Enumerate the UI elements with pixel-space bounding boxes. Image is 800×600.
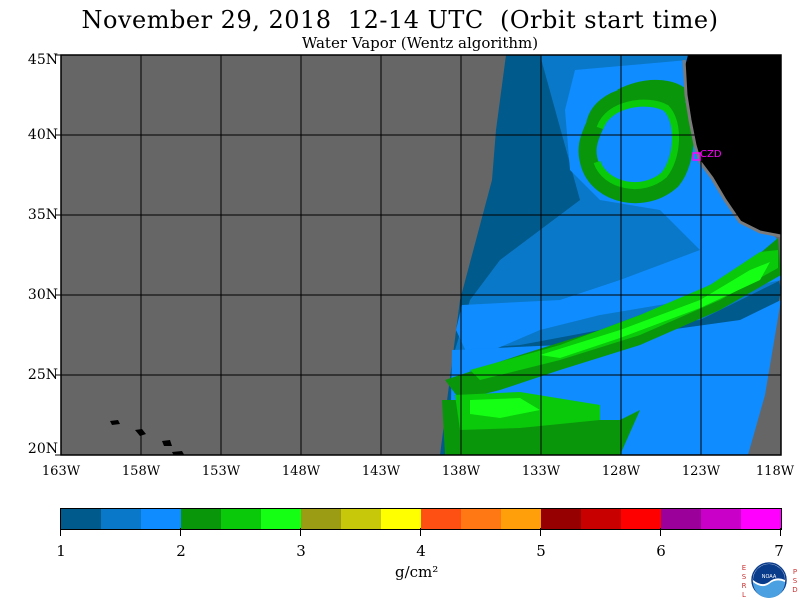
scale-tick-label: 2 xyxy=(176,542,186,560)
scale-swatch xyxy=(501,509,541,529)
scale-swatch xyxy=(141,509,181,529)
land-north-america xyxy=(684,55,781,235)
lat-label: 30N xyxy=(27,287,58,303)
lon-label: 123W xyxy=(681,464,721,479)
scale-swatch xyxy=(341,509,381,529)
station-label: CZD xyxy=(700,149,722,160)
lat-label: 40N xyxy=(27,127,58,143)
moisture-plume-core xyxy=(540,262,770,358)
logo-letter: R xyxy=(742,582,747,590)
lon-label: 158W xyxy=(121,464,161,479)
swath-blue xyxy=(456,60,781,360)
lon-label: 133W xyxy=(521,464,561,479)
logo-letter: P xyxy=(793,568,797,576)
scale-tick-label: 1 xyxy=(56,542,66,560)
logo-letter: S xyxy=(742,573,747,581)
scale-swatch xyxy=(461,509,501,529)
scale-swatch xyxy=(261,509,301,529)
noaa-esrl-psd-logo: E S R L P S D NOAA xyxy=(742,562,798,599)
scale-swatch xyxy=(741,509,781,529)
scale-swatch xyxy=(701,509,741,529)
scale-units: g/cm² xyxy=(395,563,439,581)
scale-swatch xyxy=(101,509,141,529)
lat-label: 25N xyxy=(27,367,58,383)
lat-label: 20N xyxy=(27,441,58,457)
grid-lines xyxy=(61,55,781,455)
map-title: November 29, 2018 12-14 UTC (Orbit start… xyxy=(81,6,719,34)
lon-label: 138W xyxy=(441,464,481,479)
hawaii-islands xyxy=(110,420,120,425)
color-scale-bar xyxy=(60,508,782,530)
map-frame xyxy=(60,54,782,456)
moisture-plume xyxy=(470,250,778,380)
logo-letter: E xyxy=(742,564,746,572)
scale-tick-label: 4 xyxy=(416,542,426,560)
scale-tick-label: 6 xyxy=(656,542,666,560)
logo-letter: D xyxy=(792,586,797,594)
logo-letter: L xyxy=(742,591,746,599)
lon-label: 118W xyxy=(755,464,795,479)
lon-label: 143W xyxy=(361,464,401,479)
scale-swatch xyxy=(621,509,661,529)
scale-swatch xyxy=(541,509,581,529)
lon-label: 148W xyxy=(281,464,321,479)
scale-tick-label: 7 xyxy=(774,542,784,560)
scale-swatch xyxy=(221,509,261,529)
logo-emblem-text: NOAA xyxy=(762,574,777,580)
cloud-swirl xyxy=(578,85,694,204)
scale-swatch xyxy=(661,509,701,529)
scale-swatch xyxy=(421,509,461,529)
scale-tick-label: 3 xyxy=(296,542,306,560)
scale-swatch xyxy=(181,509,221,529)
lat-label: 45N xyxy=(27,52,58,68)
lat-label: 35N xyxy=(27,207,58,223)
station-marker-czd: CZD xyxy=(692,149,722,161)
scale-tick-label: 5 xyxy=(536,542,546,560)
lon-label: 163W xyxy=(41,464,81,479)
map-subtitle: Water Vapor (Wentz algorithm) xyxy=(301,34,539,52)
scale-swatch xyxy=(381,509,421,529)
scale-swatch xyxy=(61,509,101,529)
lon-label: 153W xyxy=(201,464,241,479)
logo-letter: S xyxy=(793,577,798,585)
scale-swatch xyxy=(301,509,341,529)
lon-label: 128W xyxy=(601,464,641,479)
scale-swatch xyxy=(581,509,621,529)
